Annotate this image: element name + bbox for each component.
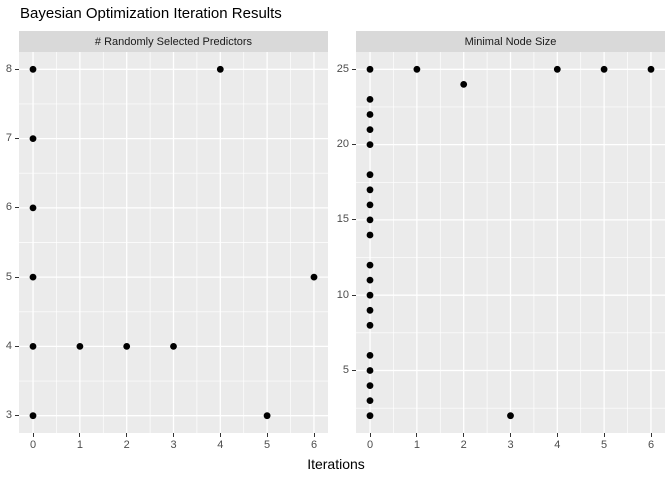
- data-point: [29, 135, 37, 142]
- data-point: [366, 261, 374, 269]
- data-point: [366, 352, 374, 359]
- y-tick-label: 20: [336, 138, 349, 151]
- y-tick-label: 6: [5, 201, 12, 214]
- y-tick-label: 10: [336, 288, 349, 301]
- data-point: [366, 111, 374, 118]
- x-tick-label: 6: [647, 439, 655, 451]
- x-tick-label: 3: [170, 439, 177, 451]
- x-tick-mark: [416, 433, 418, 437]
- data-point: [366, 382, 374, 389]
- x-tick-mark: [126, 433, 128, 437]
- data-point: [170, 343, 177, 350]
- y-tick-label: 3: [5, 409, 12, 422]
- x-tick-mark: [603, 433, 605, 437]
- x-tick-mark: [79, 433, 81, 437]
- data-point: [216, 65, 224, 73]
- y-tick-mark: [15, 345, 19, 347]
- x-tick-label: 2: [123, 439, 130, 451]
- data-point: [29, 412, 37, 420]
- y-tick-mark: [352, 68, 356, 70]
- y-tick-mark: [15, 138, 19, 140]
- data-point: [366, 231, 374, 239]
- y-tick-mark: [352, 294, 356, 296]
- x-tick-label: 4: [217, 439, 224, 451]
- y-tick-mark: [15, 415, 19, 417]
- y-tick-label: 8: [5, 62, 12, 75]
- y-tick-mark: [352, 219, 356, 221]
- data-point: [29, 273, 37, 281]
- data-point: [263, 412, 271, 420]
- y-tick-label: 25: [336, 62, 349, 75]
- data-point: [310, 273, 318, 281]
- facet-strip-label: # Randomly Selected Predictors: [94, 35, 253, 48]
- data-point: [76, 343, 84, 350]
- facet-strip-label: Minimal Node Size: [464, 35, 557, 48]
- x-tick-mark: [173, 433, 174, 437]
- plot-title: Bayesian Optimization Iteration Results: [20, 5, 282, 22]
- y-tick-mark: [352, 144, 356, 146]
- data-point: [366, 412, 374, 420]
- data-point: [553, 65, 561, 73]
- x-tick-label: 1: [413, 439, 420, 451]
- facet-strip: Minimal Node Size: [356, 31, 665, 52]
- data-point: [366, 171, 374, 179]
- x-tick-mark: [219, 433, 221, 437]
- data-point: [366, 96, 374, 103]
- x-tick-mark: [266, 433, 268, 437]
- data-point: [366, 201, 374, 209]
- x-tick-mark: [510, 433, 511, 437]
- data-point: [366, 291, 374, 299]
- y-tick-label: 15: [336, 213, 349, 226]
- data-point: [29, 65, 37, 73]
- data-point: [123, 343, 131, 350]
- x-tick-label: 5: [264, 439, 271, 451]
- data-point: [366, 216, 374, 224]
- data-point: [413, 65, 421, 73]
- x-tick-mark: [32, 433, 34, 437]
- x-tick-label: 2: [460, 439, 467, 451]
- data-point: [366, 306, 374, 314]
- x-tick-label: 0: [366, 439, 374, 451]
- x-tick-label: 1: [76, 439, 83, 451]
- data-point: [600, 65, 608, 73]
- x-tick-label: 0: [29, 439, 37, 451]
- data-point: [366, 186, 374, 194]
- x-tick-mark: [463, 433, 465, 437]
- x-tick-label: 5: [601, 439, 608, 451]
- y-tick-label: 7: [5, 132, 12, 145]
- data-point: [366, 276, 374, 284]
- x-tick-label: 3: [507, 439, 514, 451]
- data-point: [29, 343, 37, 350]
- y-tick-label: 5: [5, 270, 12, 283]
- data-point: [366, 321, 374, 329]
- data-point: [366, 126, 374, 133]
- data-point: [366, 141, 374, 148]
- x-tick-label: 4: [554, 439, 561, 451]
- data-point: [29, 204, 37, 212]
- x-tick-mark: [313, 433, 315, 437]
- data-point: [647, 65, 655, 73]
- y-tick-mark: [352, 370, 356, 371]
- data-point: [366, 397, 374, 404]
- data-point: [507, 412, 514, 420]
- y-tick-label: 5: [342, 364, 349, 376]
- x-tick-mark: [369, 433, 371, 437]
- y-tick-mark: [15, 207, 19, 209]
- y-tick-mark: [15, 68, 19, 70]
- x-axis-title: Iterations: [307, 456, 365, 472]
- facet-panel: [356, 52, 665, 433]
- facet-panel: [19, 52, 328, 433]
- data-point: [366, 367, 374, 374]
- y-tick-label: 4: [5, 339, 12, 352]
- x-tick-mark: [650, 433, 652, 437]
- x-tick-label: 6: [310, 439, 318, 451]
- data-point: [366, 65, 374, 73]
- y-tick-mark: [15, 276, 19, 278]
- data-point: [460, 81, 468, 88]
- x-tick-mark: [556, 433, 558, 437]
- facet-strip: # Randomly Selected Predictors: [19, 31, 328, 52]
